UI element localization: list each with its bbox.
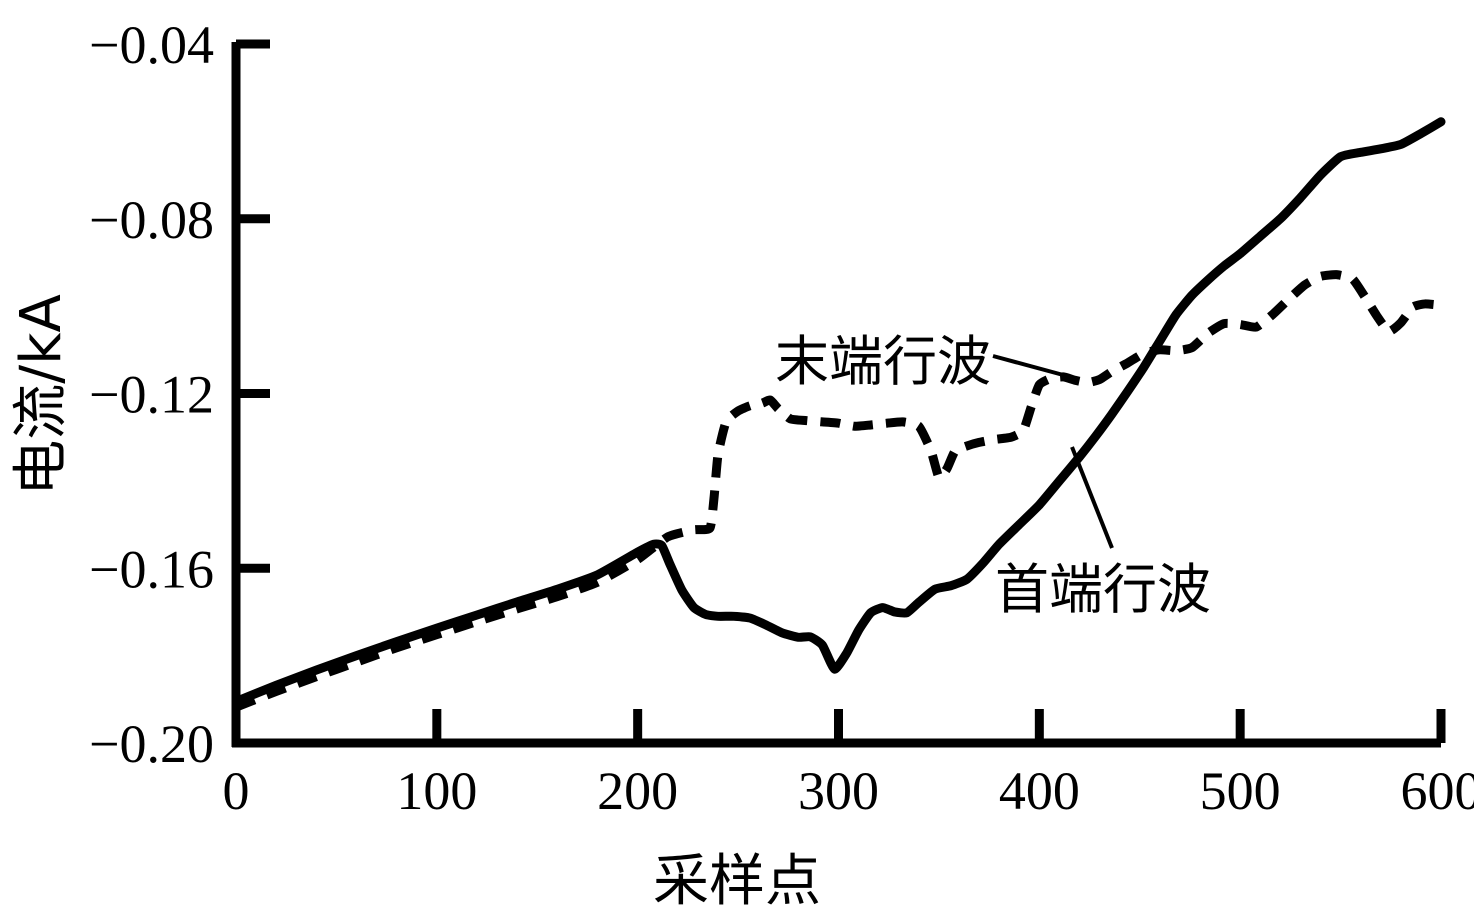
y-axis-ticks: [236, 39, 270, 748]
x-tick-label: 200: [597, 761, 678, 821]
axis-frame: [231, 42, 1441, 748]
x-tick-label: 300: [798, 761, 879, 821]
x-tick-label: 600: [1401, 761, 1474, 821]
x-tick-label: 500: [1200, 761, 1281, 821]
x-tick-label: 0: [223, 761, 250, 821]
x-axis-ticks: [231, 709, 1446, 743]
y-axis-title: 电流/kA: [9, 294, 74, 496]
annotation-leader-line: [1070, 446, 1114, 549]
series-group: [231, 117, 1446, 712]
annotation-leader-line: [992, 354, 1079, 381]
x-axis-tick-labels: 0 100 200 300 400 500 600: [223, 761, 1474, 821]
annotation-leader-lines: [992, 354, 1114, 549]
x-tick-label: 100: [396, 761, 477, 821]
x-tick-label: 400: [999, 761, 1080, 821]
series-line-head-end: [231, 117, 1446, 706]
y-tick-label: −0.08: [89, 190, 214, 250]
y-tick-label: −0.12: [89, 365, 214, 425]
x-axis-title: 采样点: [653, 849, 821, 914]
annotation-label-far-end: 末端行波: [775, 330, 991, 393]
y-tick-label: −0.20: [89, 714, 214, 774]
y-axis-tick-labels: −0.04 −0.08 −0.12 −0.16 −0.20: [89, 15, 214, 774]
y-tick-label: −0.16: [89, 539, 214, 599]
y-tick-label: −0.04: [89, 15, 214, 75]
series-line-far-end: [234, 270, 1442, 712]
annotation-label-head-end: 首端行波: [995, 558, 1211, 621]
